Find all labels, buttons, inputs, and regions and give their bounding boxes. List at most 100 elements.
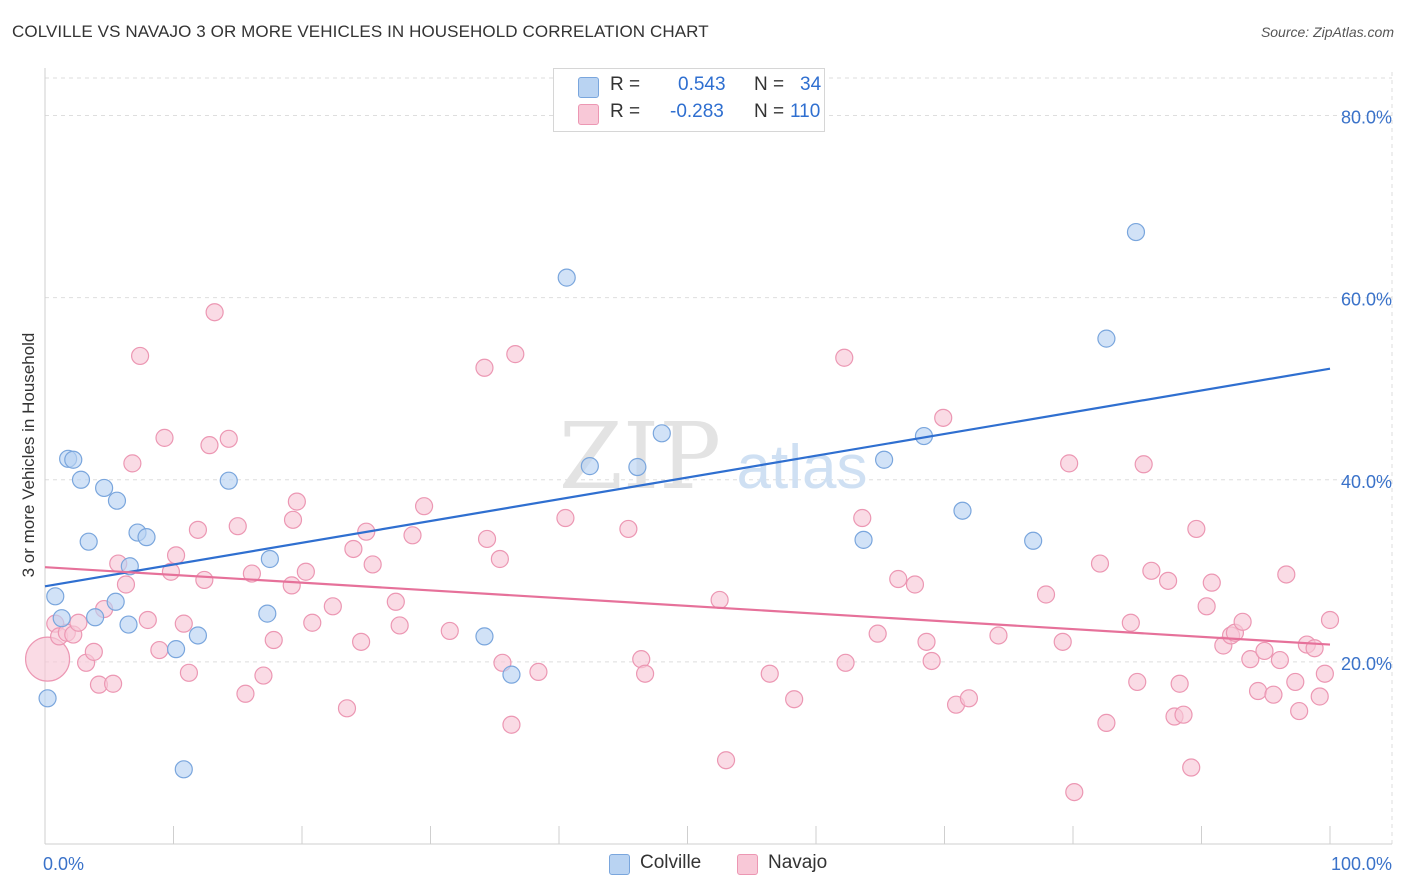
navajo-point — [264, 630, 283, 650]
navajo-point — [529, 662, 548, 681]
navajo-point — [69, 613, 88, 632]
navajo-point — [477, 529, 497, 549]
navajo-point — [785, 690, 804, 709]
colville-points — [38, 222, 1146, 779]
colville-point — [46, 587, 65, 606]
navajo-trend-line — [44, 566, 1331, 646]
watermark: ZIP atlas — [559, 403, 868, 510]
colville-point — [628, 457, 647, 477]
navajo-point — [710, 590, 729, 610]
navajo-legend-swatch — [737, 854, 758, 875]
colville-point — [64, 450, 83, 469]
colville-swatch — [578, 77, 599, 98]
colville-point — [580, 457, 599, 476]
navajo-point — [1121, 613, 1140, 632]
colville-point — [557, 268, 576, 287]
navajo-point — [150, 640, 169, 660]
navajo-point — [200, 436, 219, 455]
colville-r-label: R = — [610, 74, 641, 95]
navajo-point — [1248, 681, 1268, 701]
navajo-point — [1134, 455, 1153, 474]
colville-trend-line — [44, 367, 1331, 588]
navajo-r-value: -0.283 — [670, 101, 724, 122]
navajo-point — [475, 358, 494, 377]
trend-lines — [44, 367, 1331, 646]
navajo-point — [390, 616, 409, 635]
colville-point — [188, 626, 208, 645]
navajo-point — [934, 408, 953, 427]
navajo-point — [1315, 664, 1334, 683]
navajo-point — [1277, 565, 1296, 584]
navajo-point — [490, 549, 509, 569]
stats-legend: R = 0.543 N = 34 R = -0.283 N = 110 — [553, 68, 825, 132]
navajo-point — [1270, 650, 1289, 670]
navajo-point — [502, 715, 521, 734]
navajo-point — [853, 508, 872, 528]
navajo-point — [228, 517, 247, 536]
colville-point — [219, 471, 238, 490]
colville-point — [953, 501, 972, 520]
navajo-point — [836, 653, 855, 672]
navajo-point — [296, 562, 315, 581]
navajo-point — [1097, 713, 1116, 732]
navajo-point — [1233, 612, 1252, 631]
navajo-swatch — [578, 104, 599, 125]
navajo-point — [403, 526, 422, 545]
navajo-point — [205, 303, 224, 322]
navajo-point — [868, 624, 887, 643]
navajo-point — [1197, 597, 1216, 616]
navajo-legend-label: Navajo — [768, 852, 828, 873]
navajo-point — [236, 684, 255, 703]
navajo-point — [219, 429, 238, 448]
navajo-point — [155, 428, 174, 447]
navajo-point — [130, 346, 150, 366]
navajo-point — [414, 497, 434, 516]
colville-point — [137, 528, 156, 547]
navajo-point — [254, 666, 273, 685]
colville-point — [258, 604, 277, 623]
navajo-point — [84, 642, 103, 661]
y-tick-label: 40.0% — [1341, 472, 1392, 492]
navajo-point — [1065, 782, 1084, 802]
navajo-point — [835, 348, 854, 367]
navajo-point — [1310, 687, 1329, 706]
colville-point — [52, 609, 71, 628]
navajo-point — [1290, 701, 1309, 721]
navajo-point — [1060, 454, 1079, 473]
navajo-point — [282, 576, 301, 595]
colville-n-label: N = — [754, 74, 785, 95]
navajo-point — [323, 597, 342, 616]
source-label: Source: ZipAtlas.com — [1260, 24, 1394, 40]
navajo-point — [889, 569, 908, 589]
colville-point — [652, 424, 671, 443]
y-axis-label: 3 or more Vehicles in Household — [19, 333, 38, 578]
navajo-point — [138, 610, 157, 630]
navajo-point — [283, 510, 303, 529]
navajo-point — [104, 674, 123, 693]
navajo-point — [716, 751, 736, 770]
watermark-atlas: atlas — [737, 433, 868, 502]
watermark-zip: ZIP — [559, 403, 721, 510]
navajo-point — [363, 555, 382, 574]
navajo-point — [179, 663, 199, 682]
colville-point — [875, 450, 894, 469]
navajo-point — [1286, 672, 1305, 692]
navajo-point — [1128, 672, 1147, 692]
navajo-point — [635, 664, 655, 683]
navajo-point — [760, 664, 779, 683]
navajo-point — [344, 539, 363, 559]
navajo-point — [24, 636, 71, 682]
colville-point — [1097, 329, 1116, 348]
navajo-point — [188, 520, 208, 539]
navajo-point — [1320, 610, 1340, 630]
navajo-point — [195, 570, 214, 590]
x-tick-label: 0.0% — [43, 854, 84, 874]
colville-point — [38, 689, 57, 708]
navajo-n-label: N = — [754, 101, 785, 122]
navajo-point — [352, 632, 371, 651]
colville-point — [95, 478, 114, 498]
navajo-point — [905, 575, 925, 594]
colville-point — [107, 491, 127, 510]
navajo-point — [1090, 554, 1110, 573]
